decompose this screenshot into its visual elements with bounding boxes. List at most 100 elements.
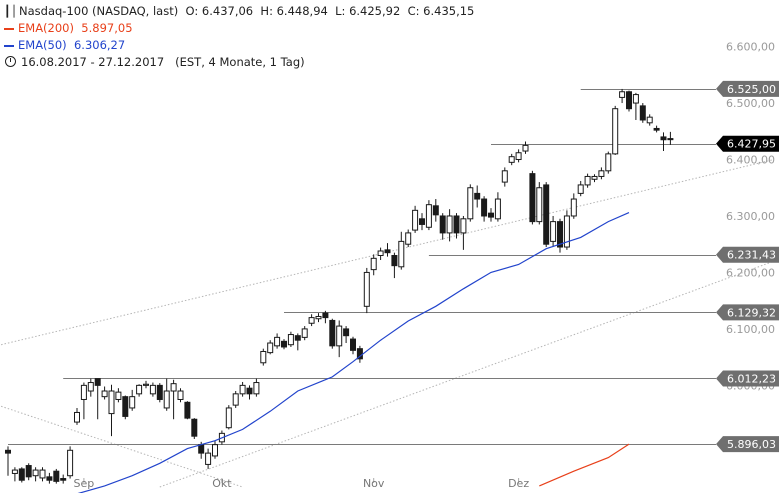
candle-down — [60, 478, 67, 481]
candle-up — [563, 215, 570, 248]
candle-up — [460, 218, 467, 234]
candle-up — [646, 116, 653, 124]
candle-up — [274, 336, 281, 347]
candle-up — [143, 383, 149, 386]
candle-up — [336, 325, 343, 347]
candle-down — [350, 338, 356, 351]
ema-lines — [77, 212, 630, 493]
trendline — [0, 159, 775, 346]
candle-up — [363, 271, 370, 307]
level-value: 6.129,32 — [727, 306, 776, 319]
candle-down — [384, 249, 391, 254]
candle-down — [391, 255, 398, 267]
trendline — [0, 405, 243, 488]
candle-down — [653, 127, 660, 131]
y-tick-label: 6.400,00 — [726, 154, 775, 167]
x-axis: Sep Okt Nov Dez — [74, 477, 530, 490]
ema-line — [539, 443, 630, 487]
y-tick-label: 6.200,00 — [726, 266, 775, 279]
level-tag — [716, 304, 779, 321]
candle-up — [129, 396, 136, 409]
candle-up — [522, 144, 529, 152]
candle-up — [74, 411, 80, 423]
candle-up — [205, 452, 212, 465]
candle-up — [232, 393, 239, 406]
candle-up — [605, 153, 612, 172]
candle-up — [32, 469, 39, 477]
candle-up — [212, 444, 218, 457]
candle-down — [122, 396, 129, 417]
candle-up — [315, 315, 322, 320]
candle-down — [432, 205, 439, 216]
y-tick-label: 6.100,00 — [726, 323, 775, 336]
level-value: 6.012,23 — [727, 372, 776, 385]
candle-up — [239, 384, 246, 395]
candle-up — [425, 204, 432, 228]
chart-legend: ┃│ Nasdaq-100 (NASDAQ, last) O: 6.437,06 … — [4, 3, 474, 71]
ema200-label: EMA(200) — [18, 21, 74, 35]
candle-up — [398, 240, 405, 268]
candle-down — [343, 328, 350, 337]
candle-up — [260, 350, 267, 364]
candle-up — [508, 156, 515, 163]
candle-down — [25, 465, 32, 478]
candle-down — [53, 470, 60, 482]
legend-range-row: 16.08.2017 - 27.12.2017 (EST, 4 Monate, … — [4, 54, 474, 71]
legend-title-row: ┃│ Nasdaq-100 (NASDAQ, last) O: 6.437,06 … — [4, 3, 474, 20]
candle-up — [108, 390, 115, 415]
trendline — [159, 260, 775, 488]
y-tick-label: 6.600,00 — [726, 41, 775, 54]
candle-up — [501, 170, 508, 183]
candle-up — [39, 469, 46, 479]
candle-down — [156, 384, 163, 400]
candle-up — [619, 91, 626, 98]
candle-down — [660, 136, 667, 141]
date-range: 16.08.2017 - 27.12.2017 — [21, 55, 165, 69]
candle-up — [301, 328, 308, 338]
candle-up — [405, 232, 412, 245]
x-tick-label: Dez — [508, 477, 529, 490]
candle-up — [308, 317, 315, 324]
ema50-value: 6.306,27 — [73, 38, 126, 52]
level-tag — [716, 370, 779, 387]
candle-up — [225, 407, 232, 429]
ema50-swatch — [4, 44, 14, 47]
candle-up — [591, 175, 598, 180]
candle-up — [267, 342, 274, 354]
level-tag — [716, 436, 779, 453]
candle-down — [184, 401, 191, 419]
legend-ema50-row[interactable]: EMA(50) 6.306,27 — [4, 37, 474, 54]
ema200-value: 5.897,05 — [81, 21, 133, 35]
ema-line — [77, 212, 630, 493]
legend-ema200-row[interactable]: EMA(200) 5.897,05 — [4, 20, 474, 37]
candle-up — [115, 391, 122, 400]
candle-down — [246, 387, 253, 395]
candle-down — [46, 476, 53, 481]
candle-down — [439, 215, 446, 234]
candle-down — [453, 215, 460, 234]
level-value: 5.896,03 — [727, 438, 776, 451]
x-tick-label: Nov — [363, 477, 385, 490]
candle-down — [419, 218, 425, 225]
horizontal-levels — [8, 89, 716, 445]
candle-up — [136, 384, 143, 395]
candle-down — [639, 105, 646, 121]
candle-up — [632, 94, 639, 104]
level-labels: 6.525,00 6.427,95 6.231,43 6.129,32 6.012,23… — [716, 80, 779, 453]
candle-up — [80, 384, 87, 400]
candle-down — [198, 444, 205, 454]
candle-up — [149, 384, 156, 395]
candle-up — [170, 383, 177, 392]
candle-up — [87, 382, 94, 392]
instrument-title: Nasdaq-100 (NASDAQ, last) — [19, 4, 179, 18]
candle-down — [191, 418, 198, 437]
candle-up — [177, 390, 184, 400]
candle-down — [481, 198, 488, 217]
x-tick-label: Okt — [212, 477, 232, 490]
candle-up — [370, 257, 377, 271]
candle-up — [584, 175, 591, 186]
candle-up — [577, 184, 584, 194]
level-value: 6.231,43 — [727, 249, 776, 262]
candle-down — [5, 449, 11, 454]
